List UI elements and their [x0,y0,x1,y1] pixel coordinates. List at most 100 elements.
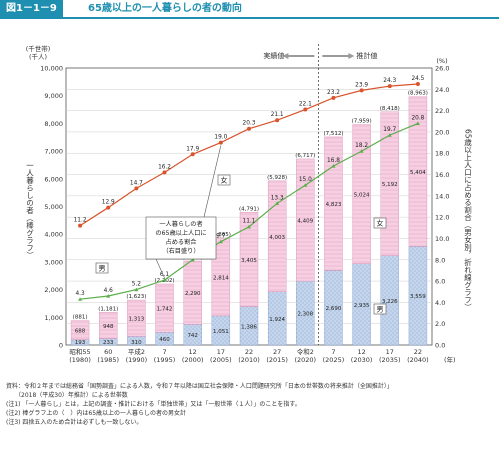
bar-female [99,312,118,339]
right-axis-title: 65歳以上人口に占める割合（男女別，折れ線グラフ） [463,129,472,311]
callout-text: 一人暮らしの者 [159,220,202,228]
point-female [387,84,392,89]
left-axis-unit: (千人) [29,52,47,61]
label-male: 1,386 [241,324,257,330]
right-tick-label: 24.0 [435,86,449,94]
bar-female [296,158,315,282]
label-female: 2,814 [213,275,229,281]
left-tick-label: 6,000 [44,175,63,183]
note-source-2: （2018（平成30）年推計）による世帯数 [6,392,128,399]
point-female [162,170,167,175]
x-tick-label: 12 [357,348,365,356]
callout-text: 占める割合 [166,238,197,246]
label-total: (1,623) [126,294,146,300]
left-tick-label: 7,000 [44,148,63,156]
legend-actual: 実績値 [263,51,284,60]
pct-label-female: 16.2 [158,164,171,170]
point-male [106,293,111,298]
label-total: (7,959) [352,119,372,125]
pct-label-female: 23.2 [327,90,340,96]
x-tick-label: 17 [217,348,225,356]
x-tick-label-year: (2015) [266,356,288,364]
notes: 資料：令和２年までは総務省「国勢調査」による人数，令和７年以降は国立社会保障・人… [6,382,496,427]
label-female: 5,404 [410,170,426,176]
right-tick-label: 8.0 [435,256,445,264]
left-axis-title: 一人暮らしの者（棒グラフ） [25,161,34,259]
note-3: (注3) 四捨五入のため合計は必ずしも一致しない。 [6,419,143,426]
pct-label-male: 19.7 [383,127,396,133]
point-female [415,81,420,86]
x-tick-label: 昭和55 [69,347,90,356]
x-tick-label-year: (1980) [69,356,91,364]
callout-pointer [155,258,165,279]
point-female [331,95,336,100]
x-tick-label: 12 [189,348,197,356]
x-axis-unit: (年) [444,355,456,364]
pct-label-male: 16.8 [327,158,340,164]
point-female [303,107,308,112]
x-tick-label: 22 [414,348,422,356]
x-tick-label-year: (2025) [323,356,345,364]
label-female: 5,024 [354,193,370,199]
point-female [218,140,223,145]
x-tick-label: 22 [245,348,253,356]
pct-label-female: 21.1 [271,112,284,118]
tag-female-bar: 女 [377,219,384,228]
right-tick-label: 0.0 [435,342,445,350]
tag-male-line-box [95,262,109,274]
pct-label-female: 23.9 [355,82,368,88]
point-female [359,88,364,93]
chart-area: 0 1,000 2,000 3,000 4,000 5,000 6,000 7,000 8,00… [25,44,473,364]
bar-female [267,180,287,292]
callout-pointer [203,145,222,218]
label-male: 1,051 [213,329,229,335]
pct-label-male: 15.0 [299,177,312,183]
label-male: 460 [159,337,170,343]
label-total: (1,181) [98,306,118,312]
arrow-left-icon [282,53,315,59]
point-male [78,297,83,301]
right-axis-unit: (%) [436,57,447,65]
pct-label-male: 4.6 [104,288,114,294]
label-male: 233 [103,340,114,346]
bar-female [239,212,259,307]
bar-female [155,283,174,333]
label-female: 688 [75,329,86,335]
pct-label-female: 11.2 [74,218,87,224]
point-female [190,152,195,157]
x-tick-label-year: (1985) [97,356,119,364]
pct-label-male: 18.2 [355,143,368,149]
label-total: (4,791) [239,206,259,212]
point-female [78,223,83,228]
left-tick-label: 0 [59,342,63,350]
label-female: 4,409 [297,219,313,225]
point-male [275,201,280,205]
left-tick-label: 5,000 [44,203,63,211]
point-male [303,183,308,187]
label-female: 1,313 [129,317,145,323]
pct-label-male: 11.1 [243,219,256,225]
pct-label-male: 6.1 [160,272,170,278]
x-tick-label-year: (1995) [154,356,176,364]
figure-number: 図1－1－9 [0,0,63,17]
x-tick-label: 7 [162,348,166,356]
pct-label-male: 20.8 [411,115,424,121]
arrow-right-icon [322,53,355,59]
point-male [387,133,392,137]
bar-female [127,299,146,337]
label-female: 5,192 [382,182,398,188]
point-male [331,164,336,168]
callout-box [145,216,217,260]
right-tick-label: 6.0 [435,278,445,286]
callout-text: （右目盛り） [162,247,199,255]
pct-label-female: 24.5 [411,76,424,82]
point-male [134,287,139,292]
note-2: (注2) 棒グラフ上の（ ）内は65歳以上の一人暮らしの者の男女計 [6,410,187,417]
left-tick-label: 3,000 [44,258,63,266]
tag-male-line: 男 [99,265,106,273]
label-male: 2,935 [354,303,370,309]
label-female: 948 [103,324,114,330]
x-tick-label-year: (2035) [379,356,401,364]
x-tick-label: 60 [104,348,112,356]
point-female [106,205,111,210]
